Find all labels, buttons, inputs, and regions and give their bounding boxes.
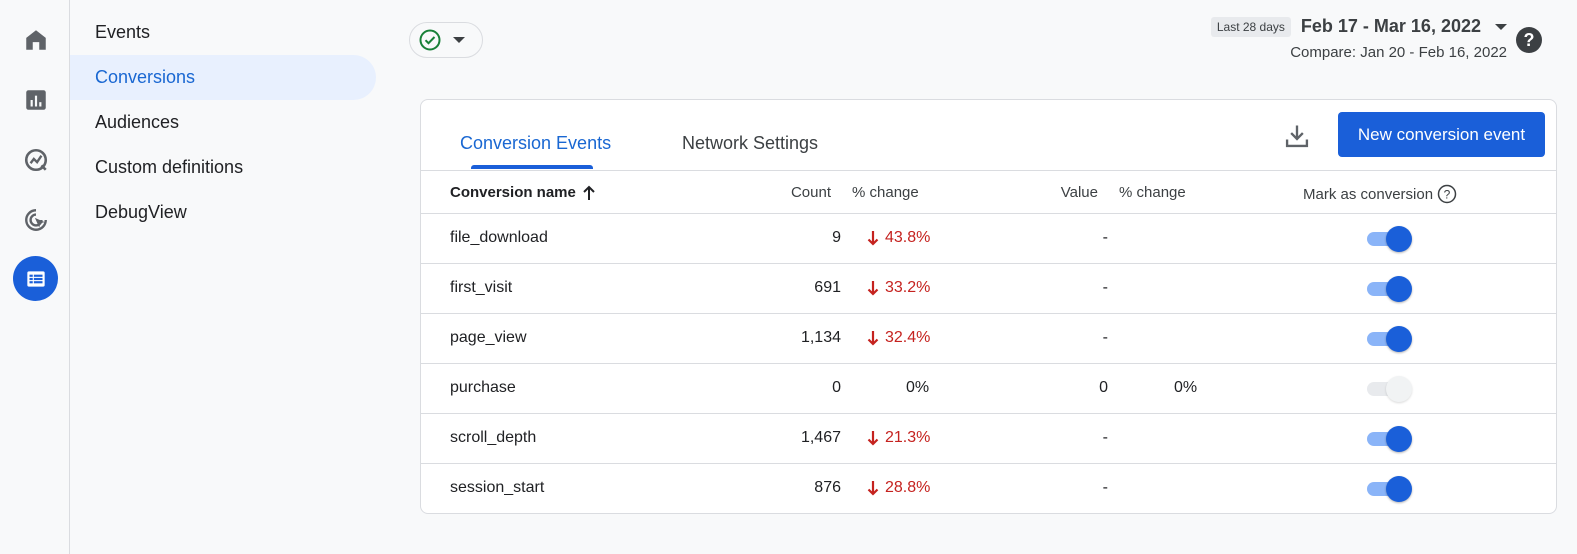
change-value: 21.3% xyxy=(885,429,931,446)
subnav-item-audiences[interactable]: Audiences xyxy=(70,100,376,145)
header-label: Mark as conversion xyxy=(1303,185,1434,203)
mark-as-conversion-toggle[interactable] xyxy=(1365,326,1412,352)
status-chip[interactable] xyxy=(409,22,483,58)
subnav-item-debugview[interactable]: DebugView xyxy=(70,190,376,235)
value-value: - xyxy=(1102,229,1108,246)
count-change: 33.2% xyxy=(867,279,930,297)
subnav-item-events[interactable]: Events xyxy=(70,10,376,55)
count-value: 876 xyxy=(814,479,841,496)
value-value: - xyxy=(1102,429,1108,446)
change-value: 32.4% xyxy=(885,329,931,346)
header-value-change[interactable]: % change xyxy=(1119,184,1186,201)
arrow-down-icon xyxy=(867,231,879,246)
subnav-item-custom-definitions[interactable]: Custom definitions xyxy=(70,145,376,190)
reports-icon[interactable] xyxy=(13,77,58,122)
mark-as-conversion-toggle[interactable] xyxy=(1365,226,1412,252)
configure-icon[interactable] xyxy=(13,256,58,301)
toggle-knob xyxy=(1386,276,1412,302)
subnav-item-label: Events xyxy=(95,22,151,42)
chevron-down-icon xyxy=(453,37,465,43)
table-row[interactable]: scroll_depth 1,467 21.3% - xyxy=(421,414,1556,464)
tab-network-settings[interactable]: Network Settings xyxy=(682,133,819,153)
subnav-item-label: Custom definitions xyxy=(95,157,244,177)
count-value: 691 xyxy=(814,279,841,296)
subnav-item-conversions[interactable]: Conversions xyxy=(70,55,376,100)
change-value: 33.2% xyxy=(885,279,931,296)
date-preset-badge: Last 28 days xyxy=(1210,16,1291,37)
conversion-name[interactable]: first_visit xyxy=(450,279,513,296)
toggle-knob xyxy=(1386,376,1412,402)
value-change: 0% xyxy=(1174,379,1198,396)
conversion-name[interactable]: purchase xyxy=(450,379,516,396)
toggle-knob xyxy=(1386,476,1412,502)
tab-conversion-events[interactable]: Conversion Events xyxy=(460,133,612,153)
header-conversion-name[interactable]: Conversion name xyxy=(450,184,596,201)
header-mark-as-conversion: Mark as conversion ? xyxy=(1303,184,1457,204)
sort-ascending-icon xyxy=(583,185,595,200)
change-value: 0% xyxy=(906,379,930,396)
caret-down-icon xyxy=(1495,23,1507,30)
explore-icon[interactable] xyxy=(13,137,58,182)
change-value: 43.8% xyxy=(885,229,931,246)
arrow-down-icon xyxy=(867,481,879,496)
count-value: 0 xyxy=(832,379,841,396)
table-row[interactable]: page_view 1,134 32.4% - xyxy=(421,314,1556,364)
arrow-down-icon xyxy=(867,331,879,346)
count-change: 21.3% xyxy=(867,429,930,447)
help-icon[interactable]: ? xyxy=(1516,27,1542,53)
change-value: 28.8% xyxy=(885,479,931,496)
table-row[interactable]: session_start 876 28.8% - xyxy=(421,464,1556,513)
table-row[interactable]: first_visit 691 33.2% - xyxy=(421,264,1556,314)
table-header: Conversion name Count % change Value % c… xyxy=(421,171,1556,214)
check-circle-icon xyxy=(419,29,441,51)
configure-subnav: Events Conversions Audiences Custom defi… xyxy=(70,10,380,235)
value-value: 0 xyxy=(1099,379,1108,396)
count-value: 9 xyxy=(832,229,841,246)
home-icon[interactable] xyxy=(13,17,58,62)
svg-text:?: ? xyxy=(1444,188,1451,202)
value-value: - xyxy=(1102,479,1108,496)
active-tab-indicator xyxy=(471,165,593,169)
conversions-card: Conversion Events Network Settings New c… xyxy=(420,99,1557,514)
header-label: Conversion name xyxy=(450,184,576,201)
header-count[interactable]: Count xyxy=(790,184,831,201)
header-count-change[interactable]: % change xyxy=(852,184,919,201)
header-value[interactable]: Value xyxy=(1060,184,1098,201)
count-value: 1,467 xyxy=(800,429,841,446)
advertising-icon[interactable] xyxy=(13,197,58,242)
conversion-name[interactable]: scroll_depth xyxy=(450,429,537,446)
help-outline-icon[interactable]: ? xyxy=(1437,184,1457,204)
subnav-item-label: DebugView xyxy=(95,202,187,222)
subnav-item-label: Conversions xyxy=(95,67,196,87)
count-change: 28.8% xyxy=(867,479,930,497)
conversion-name[interactable]: page_view xyxy=(450,329,527,346)
date-range-label: Feb 17 - Mar 16, 2022 xyxy=(1300,16,1481,36)
toggle-knob xyxy=(1386,326,1412,352)
compare-range-label: Compare: Jan 20 - Feb 16, 2022 xyxy=(1290,44,1507,61)
toggle-knob xyxy=(1386,226,1412,252)
conversion-name[interactable]: file_download xyxy=(450,229,548,246)
value-value: - xyxy=(1102,279,1108,296)
download-icon[interactable] xyxy=(1283,122,1311,150)
subnav-item-label: Audiences xyxy=(95,112,180,132)
count-change: 32.4% xyxy=(867,329,930,347)
table-row[interactable]: purchase 0 0% 0 0% xyxy=(421,364,1556,414)
date-range-picker[interactable]: Last 28 days Feb 17 - Mar 16, 2022 Compa… xyxy=(1210,16,1507,61)
mark-as-conversion-toggle[interactable] xyxy=(1365,276,1412,302)
toggle-knob xyxy=(1386,426,1412,452)
mark-as-conversion-toggle[interactable] xyxy=(1365,476,1412,502)
mark-as-conversion-toggle[interactable] xyxy=(1365,426,1412,452)
arrow-down-icon xyxy=(867,431,879,446)
table-row[interactable]: file_download 9 43.8% - xyxy=(421,214,1556,264)
mark-as-conversion-toggle[interactable] xyxy=(1365,376,1412,402)
count-change: 0% xyxy=(906,379,929,397)
arrow-down-icon xyxy=(867,281,879,296)
conversion-name[interactable]: session_start xyxy=(450,479,545,496)
divider xyxy=(421,170,1556,171)
value-value: - xyxy=(1102,329,1108,346)
new-conversion-event-button[interactable]: New conversion event xyxy=(1338,112,1545,157)
left-nav-rail xyxy=(0,0,70,554)
count-change: 43.8% xyxy=(867,229,930,247)
count-value: 1,134 xyxy=(800,329,841,346)
